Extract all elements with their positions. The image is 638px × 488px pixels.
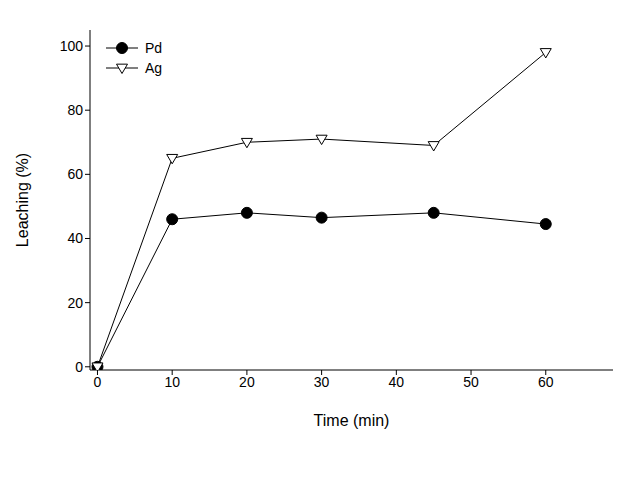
svg-text:40: 40 (389, 374, 405, 390)
svg-text:100: 100 (60, 38, 84, 54)
svg-text:80: 80 (67, 102, 83, 118)
svg-text:Time (min): Time (min) (314, 412, 390, 429)
svg-text:10: 10 (164, 374, 180, 390)
html-text:Pd: Pd (145, 40, 163, 56)
svg-text:60: 60 (538, 374, 554, 390)
svg-text:Leaching (%): Leaching (%) (14, 153, 31, 247)
svg-text:0: 0 (94, 374, 102, 390)
svg-text:30: 30 (314, 374, 330, 390)
svg-text:20: 20 (67, 295, 83, 311)
svg-text:50: 50 (463, 374, 479, 390)
svg-text:60: 60 (67, 166, 83, 182)
svg-text:0: 0 (75, 359, 83, 375)
svg-text:20: 20 (239, 374, 255, 390)
html-text:Ag: Ag (145, 60, 163, 76)
svg-text:40: 40 (67, 230, 83, 246)
